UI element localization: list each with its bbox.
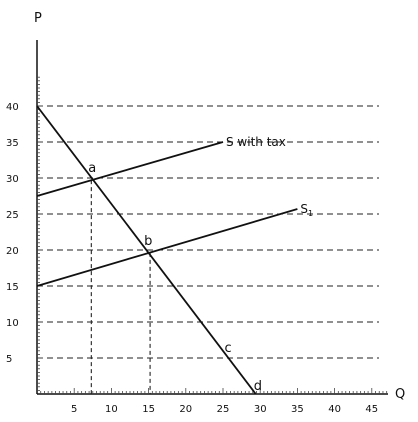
y-tick-label-40: 40 bbox=[6, 102, 19, 113]
y-tick-label-10: 10 bbox=[6, 318, 19, 329]
x-tick-label-30: 30 bbox=[254, 404, 267, 415]
x-tick-label-10: 10 bbox=[105, 404, 118, 415]
minor-ticks bbox=[37, 76, 388, 394]
series-line-0 bbox=[36, 105, 257, 395]
gridlines bbox=[37, 105, 379, 359]
x-tick-label-20: 20 bbox=[179, 404, 192, 415]
y-tick-label-35: 35 bbox=[6, 138, 19, 149]
x-tick-label-35: 35 bbox=[291, 404, 304, 415]
x-tick-label-40: 40 bbox=[328, 404, 341, 415]
series-line-1 bbox=[36, 141, 224, 197]
y-axis-title: P bbox=[34, 11, 42, 26]
x-tick-labels: 5 10 15 20 25 30 35 40 45 bbox=[71, 404, 378, 415]
y-tick-label-15: 15 bbox=[6, 282, 19, 293]
y-tick-label-20: 20 bbox=[6, 246, 19, 257]
series-labels: S with tax S1 bbox=[226, 135, 313, 218]
x-tick-label-15: 15 bbox=[142, 404, 155, 415]
point-label-d: d bbox=[254, 379, 262, 394]
series-label-1: S with tax bbox=[226, 135, 286, 149]
point-label-b: b bbox=[144, 234, 152, 249]
series-label-2: S1 bbox=[300, 202, 313, 218]
x-tick-label-5: 5 bbox=[71, 404, 77, 415]
x-tick-label-45: 45 bbox=[365, 404, 378, 415]
series-line-2 bbox=[36, 208, 298, 287]
point-labels: a b c d bbox=[88, 161, 262, 394]
y-tick-label-25: 25 bbox=[6, 210, 19, 221]
dropdown-lines bbox=[90, 180, 151, 394]
point-label-c: c bbox=[224, 341, 231, 356]
x-axis-title: Q bbox=[395, 387, 405, 402]
y-tick-label-5: 5 bbox=[6, 354, 12, 365]
point-label-a: a bbox=[88, 161, 96, 176]
axes bbox=[36, 40, 388, 395]
y-tick-label-30: 30 bbox=[6, 174, 19, 185]
y-tick-labels: 5 10 15 20 25 30 35 40 bbox=[6, 102, 19, 365]
series-lines bbox=[36, 105, 298, 395]
x-tick-label-25: 25 bbox=[217, 404, 230, 415]
